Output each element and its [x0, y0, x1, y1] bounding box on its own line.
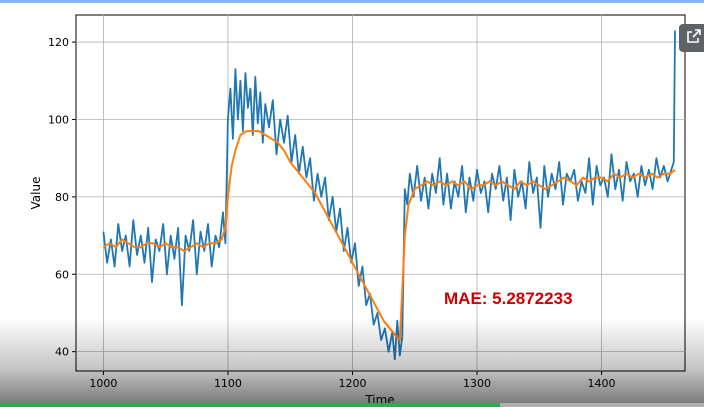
y-tick-label: 80 — [55, 191, 69, 204]
video-progress-fill — [0, 403, 500, 407]
x-tick-label: 1000 — [89, 377, 117, 390]
x-tick-label: 1200 — [338, 377, 366, 390]
y-tick-label: 60 — [55, 268, 69, 281]
x-tick-label: 1400 — [588, 377, 616, 390]
y-tick-label: 100 — [48, 113, 69, 126]
top-accent-bar — [0, 0, 704, 3]
plot-frame — [75, 14, 686, 372]
video-progress-bar[interactable] — [0, 403, 704, 407]
open-in-new-icon — [686, 28, 702, 48]
x-tick-label: 1300 — [463, 377, 491, 390]
x-tick-label: 1100 — [214, 377, 242, 390]
open-in-new-button[interactable] — [679, 24, 704, 52]
mae-annotation: MAE: 5.2872233 — [444, 289, 573, 308]
y-tick-label: 120 — [48, 36, 69, 49]
y-tick-label: 40 — [55, 346, 69, 359]
y-axis-label: Value — [29, 177, 43, 210]
